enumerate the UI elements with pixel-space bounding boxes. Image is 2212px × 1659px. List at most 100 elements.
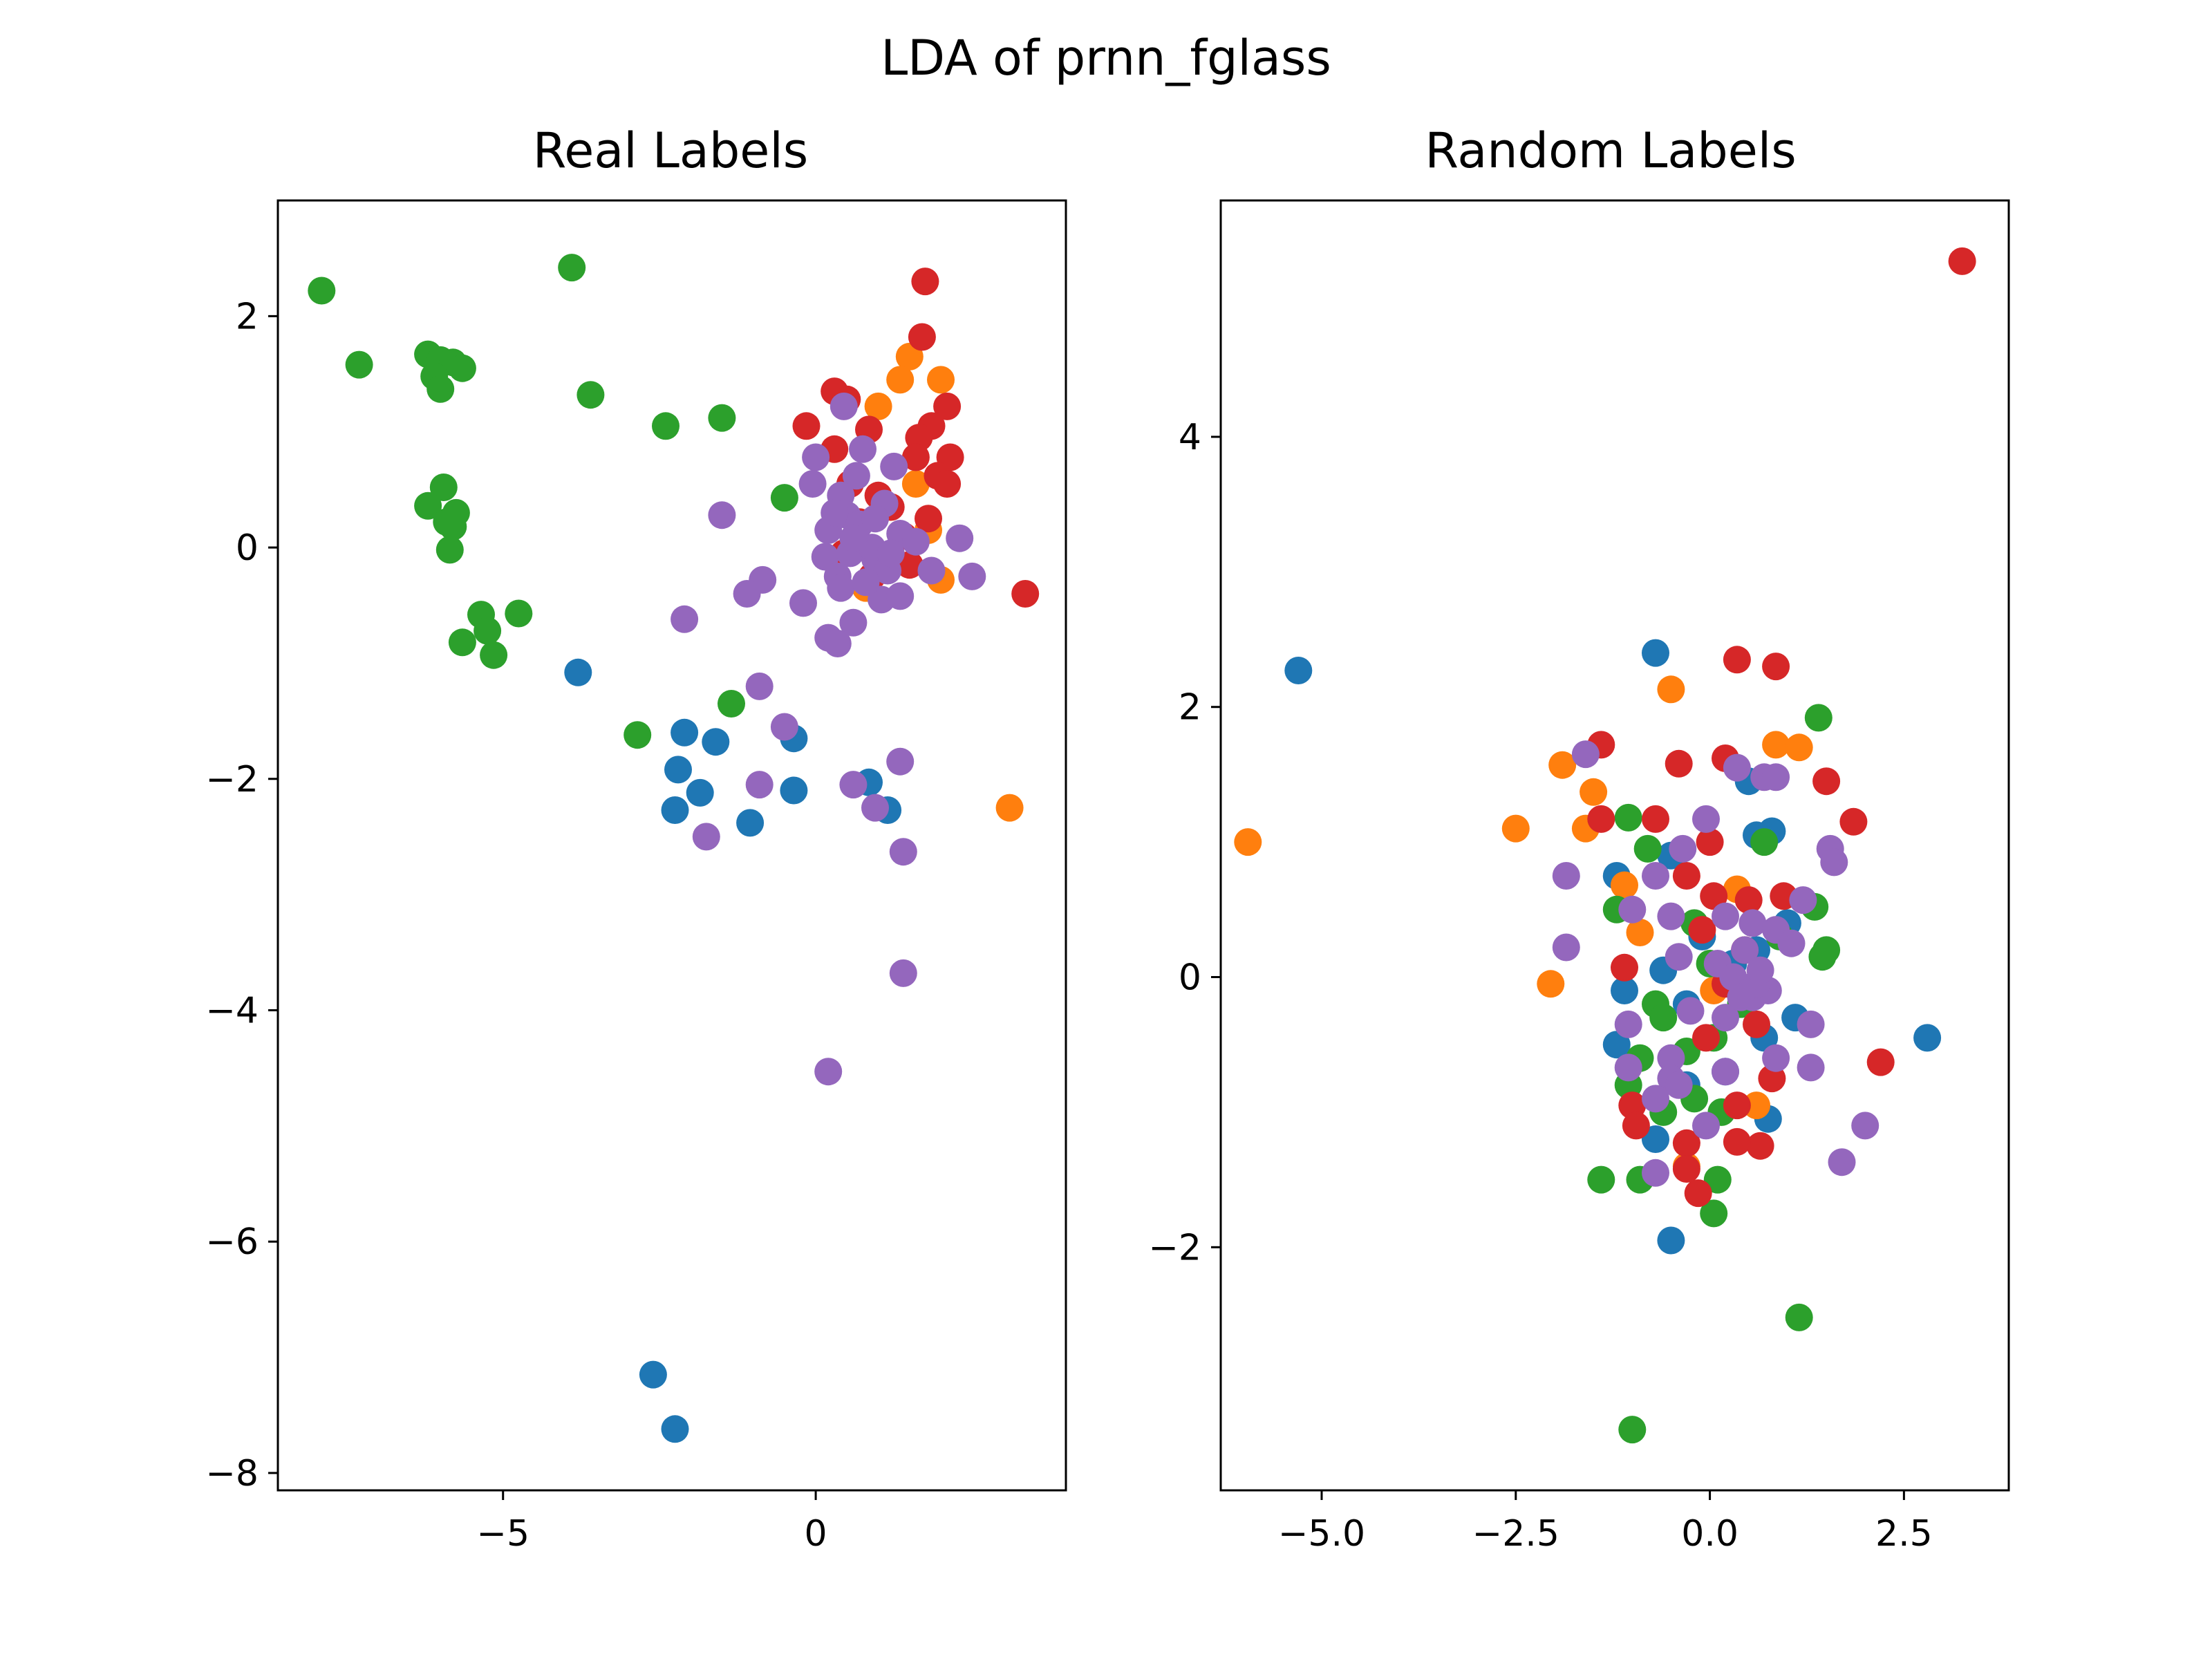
real-labels-point-series2-9 [577,381,605,409]
real-labels-point-series4-2 [802,443,830,471]
random-labels-point-series4-0 [1571,740,1600,769]
real-labels-point-series2-7 [448,354,476,382]
random-labels-point-series4-20 [1731,936,1759,964]
real-labels-axes: −5 0 −8 −6 −4 −2 0 2 [205,199,1067,1555]
random-labels-point-series3-29 [1684,1179,1712,1208]
real-labels-point-series0-8 [780,776,808,805]
real-labels-point-series4-1 [849,435,877,463]
random-labels-x-tick-label: −2.5 [1472,1513,1559,1555]
real-labels-point-series1-8 [995,794,1024,822]
real-labels-point-series2-17 [435,536,464,564]
real-labels-point-series4-41 [814,1058,843,1086]
real-labels-point-series4-43 [821,498,849,527]
random-labels-point-series4-1 [1723,753,1751,782]
real-labels-point-series2-22 [505,599,533,628]
real-labels-point-series4-24 [886,582,915,610]
real-labels-point-series1-4 [901,470,930,498]
real-labels-point-series0-12 [661,1415,689,1443]
random-labels-point-series2-2 [1633,834,1662,863]
random-labels-point-series3-2 [1762,653,1790,681]
random-labels-point-series4-8 [1669,834,1697,863]
random-labels-point-series3-25 [1672,1129,1700,1157]
random-labels-point-series4-32 [1712,1058,1739,1086]
random-labels-point-series4-28 [1614,1010,1642,1038]
real-labels-point-series2-0 [308,276,336,305]
figure-title: LDA of prnn_fglass [881,30,1331,86]
real-labels-point-series2-24 [718,690,745,718]
random-labels-point-series1-5 [1580,778,1608,806]
random-labels-point-series4-29 [1657,1044,1685,1072]
random-labels-point-series4-33 [1762,1044,1790,1072]
random-labels-point-series0-20 [1913,1024,1942,1052]
real-labels-point-series4-38 [692,823,720,851]
random-labels-point-series4-30 [1614,1053,1642,1082]
real-labels-point-series0-11 [639,1360,667,1389]
real-labels-point-series4-14 [901,527,930,556]
real-labels-point-series3-6 [792,412,821,440]
real-labels-y-tick-label: 0 [236,527,259,569]
random-labels-point-series2-3 [1750,828,1779,856]
random-labels-point-series3-1 [1723,646,1751,674]
real-labels-point-series4-31 [823,630,852,657]
real-labels-y-tick-label: 2 [236,296,259,337]
random-labels-point-series3-19 [1743,1010,1770,1038]
random-labels-point-series4-37 [1692,1112,1720,1140]
real-labels-point-series2-23 [480,641,508,669]
random-labels-point-series1-2 [1762,731,1790,759]
real-labels-point-series4-15 [811,543,839,571]
real-labels-point-series3-4 [933,392,962,420]
real-labels-point-series4-44 [877,539,905,568]
random-labels-point-series4-11 [1618,895,1647,924]
random-labels-point-series4-12 [1657,902,1685,930]
random-labels-point-series2-24 [1618,1416,1647,1444]
random-labels-point-series4-36 [1665,1071,1693,1099]
random-labels-point-series4-35 [1642,1085,1669,1113]
real-labels-y-tick-label: −2 [205,759,259,800]
real-labels-point-series4-36 [886,747,915,776]
real-labels-point-series3-14 [915,505,942,533]
real-labels-x-tick-label: −5 [476,1513,529,1555]
random-labels-point-series4-13 [1712,902,1739,930]
real-labels-point-series2-13 [414,491,442,520]
real-labels-point-series4-37 [861,794,889,822]
random-labels-point-series2-7 [1812,936,1841,964]
random-labels-x-tick-label: 0.0 [1681,1513,1738,1555]
random-labels-point-series2-23 [1785,1303,1813,1331]
real-labels-point-series3-23 [1011,580,1040,608]
random-labels-point-series0-19 [1657,1226,1685,1255]
real-labels-point-series4-20 [917,556,946,585]
random-labels-y-tick-label: 2 [1179,687,1201,729]
random-labels-point-series2-11 [1649,1004,1678,1032]
random-labels-point-series1-8 [1611,871,1638,899]
random-labels-point-series0-10 [1611,977,1638,1004]
random-labels-points [1234,247,1976,1444]
subplot-real-labels: Real Labels −5 0 −8 −6 −4 −2 0 2 [205,122,1067,1555]
random-labels-point-series4-42 [1746,956,1774,984]
random-labels-point-series3-11 [1672,862,1700,890]
random-labels-point-series3-27 [1723,1127,1751,1156]
random-labels-point-series1-10 [1626,919,1654,946]
subplot-title-real-labels: Real Labels [533,122,808,179]
real-labels-point-series2-2 [558,254,586,282]
random-labels-point-series4-6 [1692,805,1720,833]
real-labels-point-series0-5 [661,796,689,824]
real-labels-point-series4-47 [861,505,889,533]
random-labels-axes-frame [1219,199,2010,1492]
real-labels-point-series4-0 [830,392,858,420]
random-labels-point-series4-10 [1789,886,1817,915]
real-labels-point-series4-45 [839,524,868,552]
random-labels-point-series4-14 [1738,909,1767,937]
random-labels-point-series1-1 [1657,675,1685,704]
real-labels-point-series1-2 [886,366,915,394]
subplot-title-random-labels: Random Labels [1425,122,1796,179]
real-labels-point-series4-29 [671,605,699,633]
real-labels-point-series2-12 [429,474,458,501]
random-labels-point-series3-13 [1700,882,1728,910]
random-labels-point-series3-0 [1948,247,1976,275]
real-labels-y-tick-label: −6 [205,1221,259,1263]
real-labels-point-series4-35 [839,771,868,799]
random-labels-point-series4-27 [1797,1010,1825,1038]
real-labels-point-series4-10 [708,501,736,529]
random-labels-point-series1-4 [1548,751,1577,779]
